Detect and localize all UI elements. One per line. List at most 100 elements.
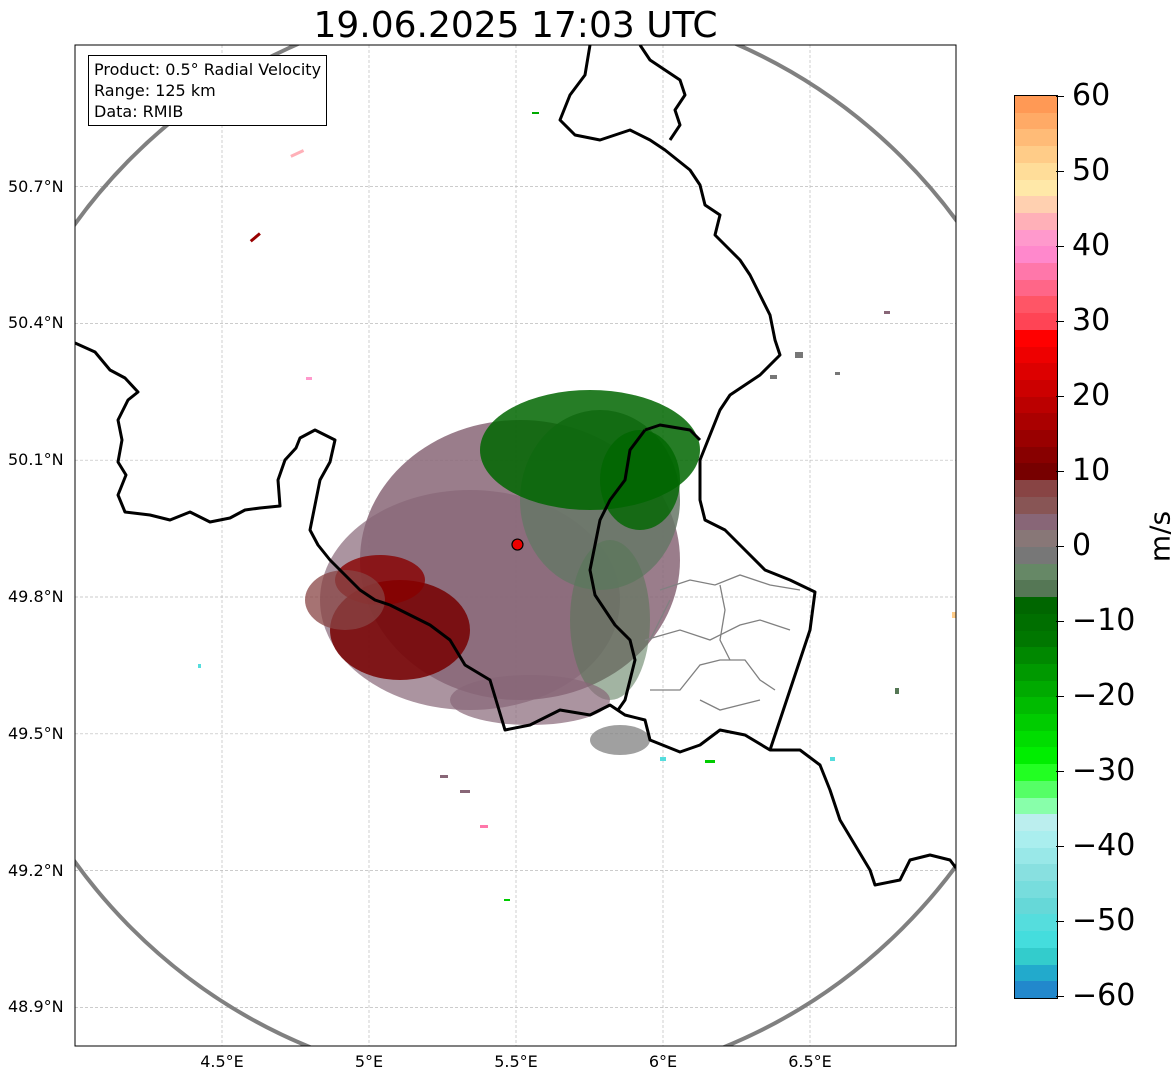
colorbar-segment — [1015, 931, 1057, 948]
colorbar-segment — [1015, 480, 1057, 497]
colorbar-tick-label: 20 — [1072, 378, 1111, 413]
colorbar-tick-label: 50 — [1072, 153, 1111, 188]
colorbar-segment — [1015, 196, 1057, 213]
colorbar-segment — [1015, 881, 1057, 898]
colorbar-segment — [1015, 430, 1057, 447]
colorbar-tick-mark — [1056, 921, 1064, 922]
velocity-colorbar — [1014, 95, 1058, 999]
product-info-box: Product: 0.5° Radial Velocity Range: 125… — [88, 55, 328, 126]
colorbar-tick-mark — [1056, 171, 1064, 172]
colorbar-segment — [1015, 714, 1057, 731]
colorbar-tick-mark — [1056, 471, 1064, 472]
colorbar-segment — [1015, 413, 1057, 431]
colorbar-tick-mark — [1056, 396, 1064, 397]
colorbar-segment — [1015, 129, 1057, 147]
colorbar-tick-label: 10 — [1072, 453, 1111, 488]
colorbar-segment — [1015, 697, 1057, 715]
colorbar-segment — [1015, 263, 1057, 280]
colorbar-segment — [1015, 329, 1057, 347]
colorbar-tick-label: −40 — [1072, 828, 1136, 863]
colorbar-segment — [1015, 162, 1057, 180]
lat-label: 49.8°N — [8, 587, 64, 606]
colorbar-segment — [1015, 964, 1057, 982]
colorbar-segment — [1015, 463, 1057, 481]
colorbar-tick-mark — [1056, 546, 1064, 547]
colorbar-segment — [1015, 530, 1057, 547]
colorbar-segment — [1015, 396, 1057, 414]
colorbar-segment — [1015, 96, 1057, 113]
colorbar-segment — [1015, 680, 1057, 698]
colorbar-segment — [1015, 563, 1057, 581]
colorbar-segment — [1015, 830, 1057, 848]
colorbar-segment — [1015, 730, 1057, 748]
colorbar-segment — [1015, 747, 1057, 765]
colorbar-segment — [1015, 630, 1057, 648]
colorbar-segment — [1015, 212, 1057, 230]
map-title: 19.06.2025 17:03 UTC — [313, 5, 718, 46]
colorbar-segment — [1015, 864, 1057, 882]
colorbar-segment — [1015, 597, 1057, 614]
colorbar-segment — [1015, 647, 1057, 664]
colorbar-tick-label: 30 — [1072, 303, 1111, 338]
colorbar-segment — [1015, 296, 1057, 314]
lon-label: 5°E — [354, 1052, 384, 1071]
lon-label: 5.5°E — [494, 1052, 538, 1071]
colorbar-segment — [1015, 346, 1057, 364]
colorbar-tick-mark — [1056, 321, 1064, 322]
lat-label: 50.7°N — [8, 176, 64, 196]
lon-label: 6°E — [648, 1052, 678, 1071]
country-borders — [75, 45, 956, 887]
colorbar-tick-label: −20 — [1072, 678, 1136, 713]
colorbar-tick-label: −10 — [1072, 603, 1136, 638]
colorbar-segment — [1015, 663, 1057, 681]
colorbar-segment — [1015, 379, 1057, 397]
colorbar-tick-mark — [1056, 696, 1064, 697]
colorbar-segment — [1015, 279, 1057, 297]
colorbar-segment — [1015, 446, 1057, 464]
colorbar-segment — [1015, 847, 1057, 865]
colorbar-segment — [1015, 947, 1057, 965]
colorbar-segment — [1015, 496, 1057, 514]
colorbar-segment — [1015, 814, 1057, 831]
radar-site-marker[interactable] — [511, 538, 524, 551]
lat-label: 50.4°N — [8, 313, 64, 333]
colorbar-segment — [1015, 146, 1057, 163]
lat-label: 49.2°N — [8, 860, 64, 880]
colorbar-segment — [1015, 179, 1057, 197]
colorbar-segment — [1015, 513, 1057, 531]
colorbar-tick-mark — [1056, 771, 1064, 772]
colorbar-segment — [1015, 229, 1057, 247]
colorbar-segment — [1015, 313, 1057, 330]
lon-label: 6.5°E — [788, 1052, 832, 1071]
velocity-echoes — [198, 112, 956, 901]
colorbar-tick-mark — [1056, 846, 1064, 847]
colorbar-tick-label: 40 — [1072, 228, 1111, 263]
colorbar-segment — [1015, 546, 1057, 564]
colorbar-tick-label: 60 — [1072, 78, 1111, 113]
colorbar-segment — [1015, 797, 1057, 815]
lon-label: 4.5°E — [200, 1052, 244, 1071]
colorbar-segment — [1015, 780, 1057, 798]
colorbar-tick-label: 0 — [1072, 528, 1092, 563]
colorbar-tick-mark — [1056, 246, 1064, 247]
admin-borders — [644, 574, 801, 711]
lat-label: 49.5°N — [8, 723, 64, 743]
colorbar-tick-label: −50 — [1072, 903, 1136, 938]
colorbar-segment — [1015, 112, 1057, 130]
plot-frame — [74, 44, 957, 1047]
info-range: Range: 125 km — [94, 81, 216, 100]
info-product: Product: 0.5° Radial Velocity — [94, 60, 322, 79]
colorbar-tick-mark — [1056, 621, 1064, 622]
colorbar-segment — [1015, 914, 1057, 932]
colorbar-tick-mark — [1056, 996, 1064, 997]
colorbar-segment — [1015, 363, 1057, 380]
colorbar-tick-mark — [1056, 96, 1064, 97]
colorbar-segment — [1015, 580, 1057, 598]
colorbar-segment — [1015, 246, 1057, 264]
colorbar-tick-label: −30 — [1072, 753, 1136, 788]
colorbar-segment — [1015, 613, 1057, 631]
info-data: Data: RMIB — [94, 102, 184, 121]
colorbar-unit-label: m/s — [1143, 510, 1171, 563]
colorbar-segment — [1015, 764, 1057, 781]
